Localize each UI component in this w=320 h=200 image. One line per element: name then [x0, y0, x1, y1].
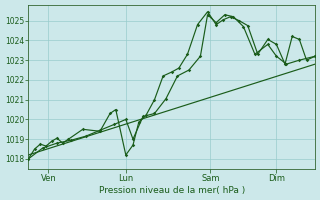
- X-axis label: Pression niveau de la mer( hPa ): Pression niveau de la mer( hPa ): [99, 186, 245, 195]
